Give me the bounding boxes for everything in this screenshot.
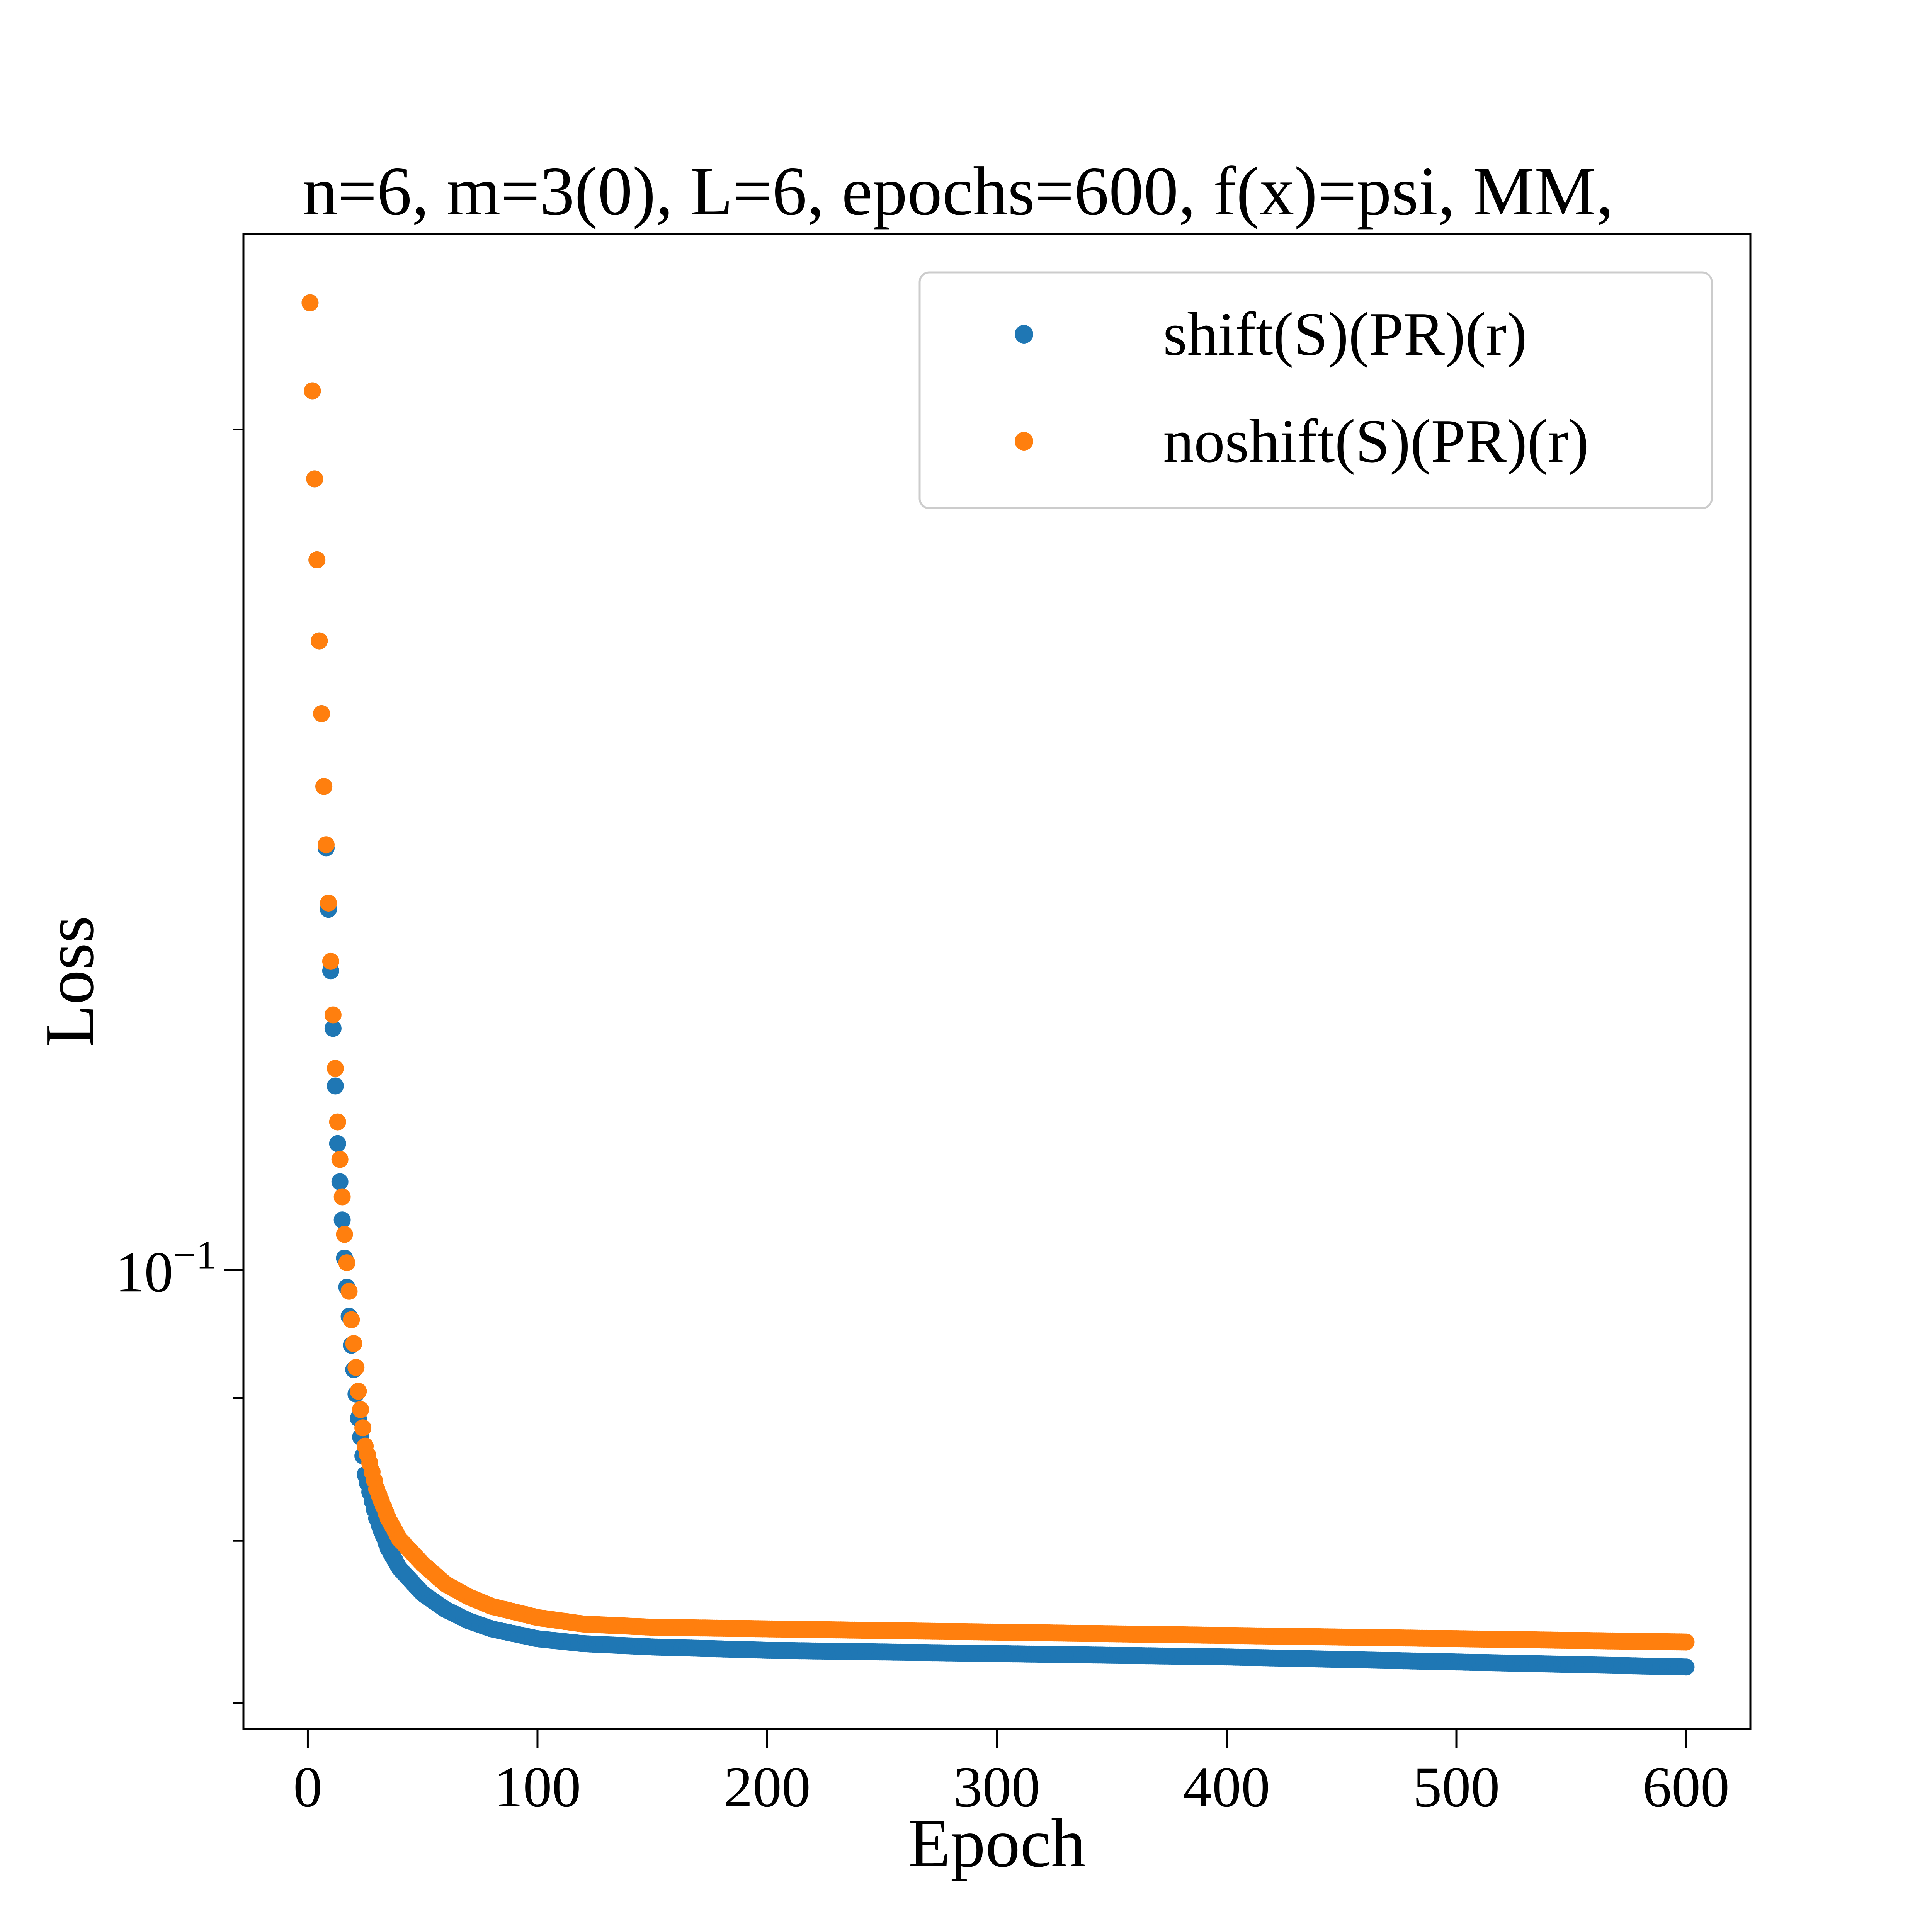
data-point	[329, 1135, 346, 1152]
data-point	[311, 632, 328, 650]
data-point	[1677, 1633, 1695, 1651]
x-tick-label: 200	[724, 1755, 811, 1819]
axes-layer: 0 100 200 300 400 500 600 10−1	[115, 429, 1730, 1819]
x-tick-label: 500	[1413, 1755, 1500, 1819]
y-axis-label: Loss	[31, 916, 108, 1047]
data-point	[350, 1383, 367, 1400]
data-point	[301, 294, 319, 311]
legend-marker-noshift	[1015, 432, 1033, 451]
x-tick-label: 400	[1183, 1755, 1270, 1819]
data-point	[315, 778, 333, 795]
data-point	[327, 1077, 344, 1095]
data-point	[331, 1173, 349, 1190]
data-point	[304, 382, 321, 400]
data-point	[308, 551, 326, 568]
data-point	[322, 952, 339, 970]
x-tick-label: 600	[1643, 1755, 1730, 1819]
series-noshift	[301, 294, 1695, 1651]
legend: shift(S)(PR)(r) noshift(S)(PR)(r)	[918, 271, 1713, 509]
y-tick-label: 10−1	[115, 1232, 216, 1304]
chart-title: n=6, m=3(0), L=6, epochs=600, f(x)=psi, …	[303, 153, 1614, 230]
x-tick-label: 100	[494, 1755, 581, 1819]
data-point	[1677, 1658, 1695, 1676]
data-point	[313, 705, 330, 722]
data-point	[327, 1060, 344, 1077]
data-point	[324, 1020, 342, 1037]
x-tick-label: 0	[293, 1755, 322, 1819]
legend-label-noshift: noshift(S)(PR)(r)	[1163, 406, 1589, 475]
legend-box	[918, 271, 1713, 509]
data-point	[320, 895, 337, 912]
data-point	[336, 1226, 353, 1243]
plot-area-frame	[242, 233, 1752, 1730]
legend-label-shift: shift(S)(PR)(r)	[1163, 299, 1527, 368]
data-point	[340, 1282, 358, 1300]
legend-marker-shift	[1015, 325, 1033, 344]
data-point	[306, 470, 323, 488]
data-point	[324, 1006, 342, 1024]
data-point	[345, 1335, 362, 1352]
x-tick-label: 300	[954, 1755, 1041, 1819]
data-point	[331, 1151, 349, 1168]
data-point	[343, 1311, 360, 1328]
data-point	[354, 1419, 372, 1437]
data-point	[333, 1188, 351, 1206]
data-point	[347, 1359, 365, 1376]
data-point	[318, 836, 335, 854]
data-point	[333, 1211, 351, 1229]
data-point	[329, 1113, 346, 1131]
x-axis-label: Epoch	[908, 1804, 1086, 1881]
data-point	[352, 1401, 369, 1418]
series-layer	[301, 294, 1695, 1676]
series-shift	[301, 294, 1695, 1676]
data-point	[338, 1254, 355, 1272]
